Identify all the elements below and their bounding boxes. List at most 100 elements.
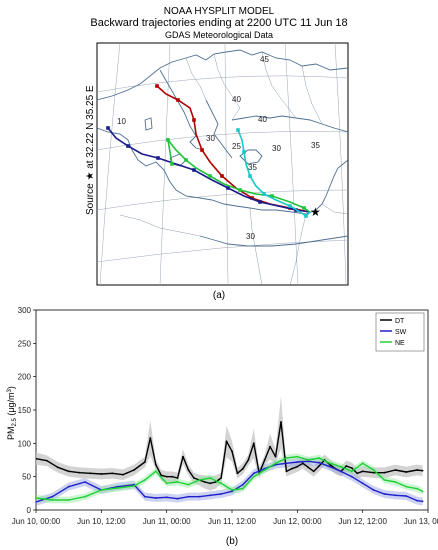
data-point-dt — [247, 459, 250, 461]
panel-b-label: (b) — [226, 536, 238, 547]
data-point-sw — [51, 495, 54, 498]
trajectory-blue-marker — [192, 168, 196, 172]
data-point-sw — [154, 497, 157, 499]
plot-series — [36, 395, 424, 506]
grid-label: 40 — [232, 95, 241, 104]
data-point-dt — [307, 466, 310, 469]
trajectory-cyan-marker — [288, 204, 292, 208]
map-title-line2: Backward trajectories ending at 2200 UTC… — [90, 17, 347, 29]
data-point-dt — [263, 459, 266, 461]
y-axis: 0 50 100 150 200 250 300 — [18, 306, 36, 515]
trajectory-blue-marker — [106, 126, 110, 130]
data-point-dt — [171, 475, 174, 478]
trajectory-blue-marker — [226, 186, 230, 190]
trajectory-blue-marker — [258, 200, 262, 204]
data-point-sw — [383, 493, 386, 495]
x-tick-label: Jun 12, 00:00 — [273, 517, 322, 526]
data-point-sw — [361, 482, 364, 485]
data-point-dt — [345, 465, 348, 467]
data-point-dt — [192, 477, 195, 479]
map-frame — [96, 42, 349, 286]
dt-uncertainty-band — [36, 395, 423, 491]
data-point-ne — [231, 489, 233, 491]
data-point-dt — [122, 473, 125, 476]
trajectory-green-marker — [184, 158, 188, 162]
data-point-dt — [143, 461, 146, 463]
data-point-sw — [318, 461, 321, 464]
trajectory-cyan-marker — [262, 192, 266, 196]
grid-label: 35 — [311, 141, 320, 150]
data-point-dt — [312, 470, 315, 473]
data-point-sw — [296, 461, 299, 463]
data-point-dt — [290, 467, 293, 470]
y-tick-label: 0 — [27, 506, 32, 515]
map-title-line3: GDAS Meteorological Data — [165, 30, 273, 40]
data-point-dt — [111, 472, 114, 475]
data-point-dt — [209, 482, 212, 485]
trajectory-green-marker — [302, 206, 306, 210]
data-point-dt — [416, 469, 419, 471]
data-point-dt — [225, 440, 228, 443]
data-point-ne — [361, 462, 364, 465]
trajectory-red-marker — [250, 196, 254, 200]
data-point-sw — [329, 465, 331, 468]
panel-a-label: (a) — [213, 290, 225, 301]
data-point-sw — [176, 497, 179, 500]
x-tick-label: Jun 12, 12:00 — [338, 517, 387, 526]
y-tick-label: 250 — [18, 339, 32, 348]
x-tick-label: Jun 10, 00:00 — [12, 517, 61, 526]
data-point-dt — [405, 471, 408, 473]
trajectories — [106, 84, 311, 218]
data-point-dt — [350, 467, 353, 469]
plot-frame — [35, 309, 429, 511]
data-point-dt — [89, 472, 92, 475]
data-point-dt — [296, 465, 299, 468]
grid-label: 40 — [258, 115, 267, 124]
data-point-sw — [187, 495, 190, 498]
grid-label: 10 — [117, 117, 126, 126]
data-point-ne — [416, 487, 419, 490]
data-point-dt — [56, 466, 59, 469]
data-point-sw — [307, 460, 310, 463]
trajectory-blue-line — [107, 127, 311, 213]
trajectory-cyan-line — [237, 129, 311, 218]
data-point-sw — [116, 485, 119, 488]
data-point-dt — [36, 457, 37, 460]
map-coastlines — [97, 49, 348, 247]
data-point-ne — [252, 475, 255, 478]
series-line-sw — [36, 460, 423, 503]
data-point-ne — [165, 482, 168, 485]
data-point-dt — [269, 445, 272, 448]
map-body: 45 40 40 35 35 30 30 30 10 25 ★ — [97, 43, 348, 285]
data-point-dt — [231, 450, 233, 453]
data-point-sw — [405, 495, 408, 497]
data-point-ne — [329, 462, 331, 465]
source-star-icon: ★ — [310, 205, 321, 219]
trajectory-green-marker — [208, 174, 212, 178]
map-borders — [119, 51, 348, 285]
data-point-dt — [78, 471, 81, 474]
trajectory-green-marker — [170, 162, 174, 166]
data-point-sw — [241, 483, 244, 486]
data-point-sw — [209, 494, 212, 497]
trajectory-red-marker — [176, 98, 180, 102]
trajectory-green-marker — [238, 188, 242, 192]
trajectory-cyan-marker — [304, 214, 308, 218]
data-point-ne — [350, 470, 353, 473]
data-point-dt — [187, 469, 190, 471]
data-point-dt — [203, 481, 206, 483]
legend-label-ne: NE — [395, 340, 405, 347]
data-point-dt — [252, 442, 255, 445]
data-point-dt — [280, 421, 282, 423]
data-point-ne — [394, 481, 397, 483]
data-point-ne — [143, 479, 146, 481]
data-point-dt — [372, 471, 375, 474]
x-tick-label: Jun 13, 00:00 — [404, 517, 438, 526]
data-point-sw — [198, 495, 201, 498]
legend-label-sw: SW — [395, 329, 407, 336]
data-point-ne — [296, 455, 299, 458]
grid-label: 25 — [232, 142, 241, 151]
data-point-sw — [416, 499, 419, 502]
data-point-sw — [67, 485, 70, 488]
data-point-sw — [231, 490, 233, 493]
